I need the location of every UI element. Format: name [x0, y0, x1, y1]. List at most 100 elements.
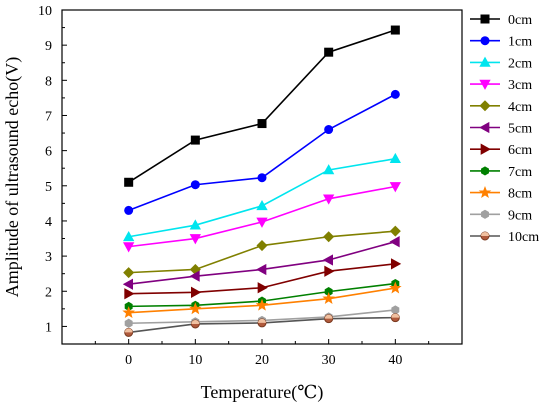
- data-point: [322, 254, 334, 266]
- plot-marks: [122, 25, 402, 337]
- data-point: [124, 205, 134, 215]
- legend-item: 4cm: [470, 100, 532, 115]
- data-point: [189, 234, 201, 245]
- legend-marker: [481, 166, 489, 176]
- data-point: [256, 240, 268, 252]
- data-point: [190, 286, 202, 298]
- data-point: [390, 313, 400, 323]
- y-tick-label: 1: [45, 320, 52, 335]
- legend-item: 2cm: [470, 56, 532, 71]
- legend-marker: [480, 36, 490, 46]
- legend-marker: [479, 79, 491, 90]
- y-tick-label: 6: [45, 145, 52, 160]
- data-point: [390, 89, 400, 99]
- data-point: [257, 282, 268, 294]
- series-8cm: [122, 281, 402, 319]
- legend-marker: [479, 100, 491, 112]
- legend-label: 9cm: [508, 208, 532, 223]
- data-point: [189, 270, 200, 282]
- legend-item: 3cm: [470, 78, 532, 93]
- series-10cm: [124, 313, 400, 337]
- y-tick-label: 5: [45, 180, 52, 195]
- axis-ticks: 0 10 20 30 40 1 2 3 4 5 6 7 8 9 10: [38, 4, 430, 368]
- data-point: [323, 194, 335, 205]
- legend-marker: [479, 121, 490, 134]
- legend-marker: [479, 56, 491, 67]
- data-point: [389, 236, 400, 248]
- data-point: [389, 281, 402, 294]
- data-point: [189, 219, 201, 230]
- data-point: [124, 318, 133, 328]
- data-point: [257, 173, 267, 183]
- marker-highlight: [124, 328, 133, 333]
- legend-label: 4cm: [508, 100, 532, 115]
- series-5cm: [122, 236, 400, 290]
- data-point: [123, 267, 135, 279]
- legend-label: 7cm: [508, 165, 532, 180]
- series-line: [128, 93, 396, 212]
- series-6cm: [124, 258, 402, 300]
- legend-label: 1cm: [508, 35, 532, 50]
- data-point: [257, 318, 267, 328]
- legend-item: 0cm: [470, 13, 532, 28]
- marker-highlight: [324, 314, 333, 319]
- data-point: [124, 288, 135, 300]
- y-tick-label: 3: [45, 250, 52, 265]
- series-4cm: [123, 225, 401, 279]
- legend-marker: [480, 231, 490, 241]
- data-point: [323, 231, 335, 243]
- data-point: [190, 180, 200, 190]
- data-point: [391, 305, 400, 315]
- data-point: [189, 302, 202, 315]
- data-point: [324, 47, 334, 57]
- data-point: [256, 217, 268, 228]
- data-point: [322, 292, 335, 304]
- x-tick-label: 10: [188, 353, 202, 368]
- data-point: [389, 225, 401, 237]
- legend-item: 1cm: [470, 35, 532, 50]
- legend-item: 6cm: [470, 143, 532, 158]
- data-point: [123, 230, 135, 242]
- legend-label: 8cm: [508, 187, 532, 202]
- legend-label: 2cm: [508, 56, 532, 71]
- y-tick-label: 4: [45, 215, 52, 230]
- marker-highlight: [191, 319, 200, 324]
- data-point: [324, 314, 334, 324]
- y-tick-label: 8: [45, 74, 52, 89]
- x-tick-label: 20: [255, 353, 269, 368]
- data-point: [190, 135, 200, 145]
- data-point: [390, 258, 402, 270]
- data-point: [323, 164, 335, 175]
- x-axis-title: Temperature(℃): [201, 382, 324, 403]
- series-0cm: [124, 25, 400, 187]
- data-point: [122, 306, 135, 319]
- data-point: [324, 265, 335, 277]
- series-2cm: [123, 152, 401, 242]
- series-3cm: [123, 182, 401, 253]
- legend-marker: [480, 14, 490, 24]
- legend-item: 8cm: [470, 185, 532, 202]
- legend: 0cm 1cm 2cm 3cm 4cm 5cm 6cm 7cm 8cm 9cm 10cm: [470, 13, 539, 245]
- legend-label: 10cm: [508, 230, 539, 245]
- legend-item: 7cm: [470, 165, 532, 180]
- y-axis-title: Amplitude of ultrasound echo(V): [2, 57, 23, 297]
- legend-item: 9cm: [470, 208, 532, 223]
- data-point: [324, 125, 334, 135]
- data-point: [257, 119, 267, 129]
- data-point: [124, 177, 134, 187]
- legend-marker: [481, 209, 489, 219]
- data-point: [256, 199, 268, 211]
- y-tick-label: 7: [45, 109, 52, 124]
- x-tick-label: 30: [322, 353, 336, 368]
- legend-marker: [478, 185, 492, 198]
- legend-item: 10cm: [470, 230, 539, 245]
- marker-highlight: [391, 313, 400, 318]
- y-tick-label: 2: [45, 285, 52, 300]
- series-1cm: [124, 89, 400, 215]
- y-tick-label: 9: [45, 39, 52, 54]
- marker-highlight: [258, 318, 266, 323]
- y-tick-label: 10: [38, 4, 52, 19]
- data-point: [124, 327, 134, 337]
- data-point: [122, 278, 134, 290]
